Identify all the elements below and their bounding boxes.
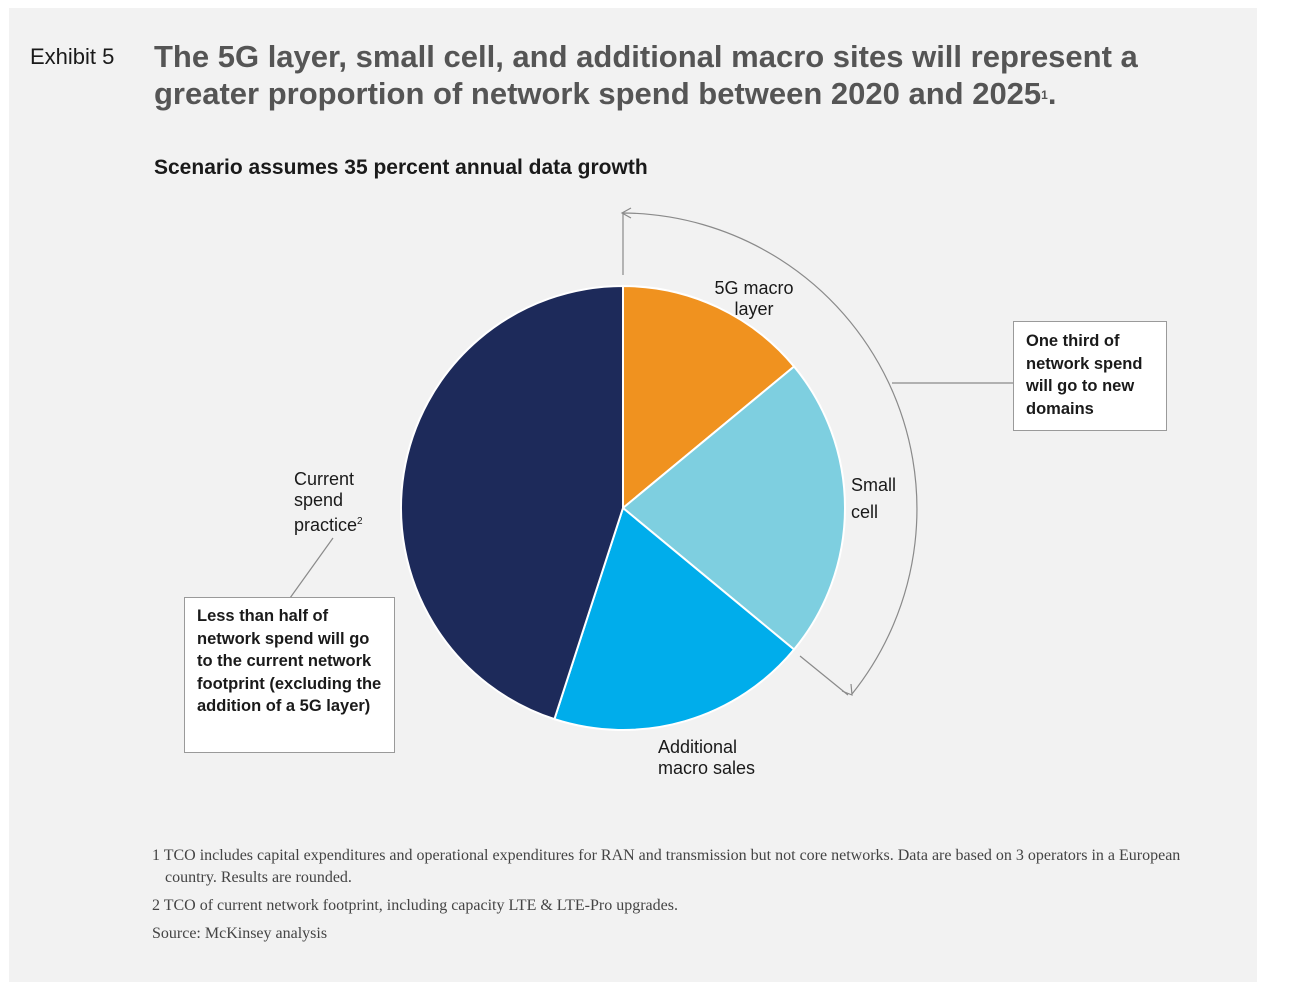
slice-label-line: spend [294,490,344,510]
chart-subtitle: Scenario assumes 35 percent annual data … [154,156,648,179]
footnotes: 1 TCO includes capital expenditures and … [152,845,1202,951]
slice-label-additional-macro: Additional macro sales [658,737,755,779]
title-footnote-marker: 1 [1041,88,1048,102]
title-text: The 5G layer, small cell, and additional… [154,39,1138,111]
footnote-marker: 2 [357,516,363,527]
exhibit-label: Exhibit 5 [30,44,115,69]
current-spend-leader-line [289,537,334,599]
slice-label-small-cell: Small cell [851,472,896,526]
slice-label-line: Additional [658,737,738,757]
slice-label-text: practice [294,515,358,535]
pie-slice-current-spend-practice [400,284,624,721]
new-domains-bracket-arc [622,212,918,695]
slice-label-line: macro sales [658,758,756,778]
callout-current-footprint: Less than half of network spend will go … [184,597,395,753]
slice-label-line: practice2 [294,511,363,536]
pie-slice-5g-macro-layer [622,284,796,511]
pie-slices [400,284,846,731]
footnote-2: 2 TCO of current network footprint, incl… [152,897,678,914]
footnote-1: 1 TCO includes capital expenditures and … [152,847,1181,886]
slice-label-line: cell [851,502,879,522]
additional-macro-leader-line [799,655,849,696]
bracket-arrow-bottom [841,683,853,696]
pie-slice-additional-macro-sales [553,506,796,731]
slice-label-line: 5G macro [714,278,794,298]
slice-label-line: Small [851,475,897,495]
slice-label-line: layer [734,299,774,319]
slice-label-current-spend: Current spend practice2 [294,469,363,536]
slice-label-5g-macro: 5G macro layer [709,278,799,320]
bracket-arrow-top [620,207,632,219]
slice-label-line: Current [294,469,355,489]
pie-slice-small-cell [621,365,846,651]
callout-new-domains: One third of network spend will go to ne… [1013,321,1167,431]
source-note: Source: McKinsey analysis [152,925,328,942]
chart-title: The 5G layer, small cell, and additional… [154,39,1138,111]
